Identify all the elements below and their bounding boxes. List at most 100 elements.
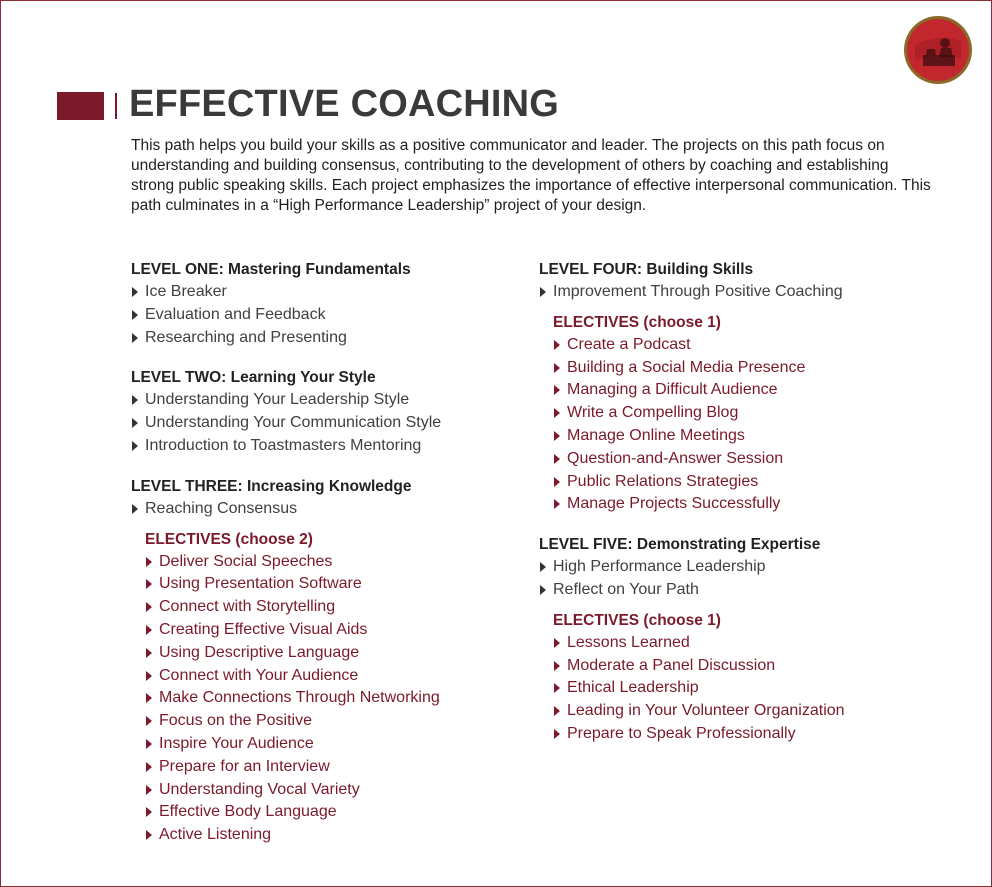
triangle-bullet-icon — [554, 637, 560, 648]
list-item: Reaching Consensus — [131, 498, 521, 521]
list-item-label: Public Relations Strategies — [567, 472, 759, 490]
list-item: Make Connections Through Networking — [145, 687, 521, 710]
list-item-label: Understanding Vocal Variety — [159, 780, 360, 798]
list-item: Researching and Presenting — [131, 327, 521, 350]
list-item-label: Manage Projects Successfully — [567, 495, 781, 513]
list-item-label: Moderate a Panel Discussion — [567, 656, 776, 674]
triangle-bullet-icon — [146, 579, 152, 590]
triangle-bullet-icon — [146, 830, 152, 841]
list-item-label: Connect with Your Audience — [159, 666, 359, 684]
list-item-label: Researching and Presenting — [145, 328, 347, 346]
list-item-label: Connect with Storytelling — [159, 598, 336, 616]
list-item: Manage Online Meetings — [553, 425, 959, 448]
triangle-bullet-icon — [554, 476, 560, 487]
triangle-bullet-icon — [146, 761, 152, 772]
list-item: Prepare for an Interview — [145, 756, 521, 779]
triangle-bullet-icon — [132, 309, 138, 320]
triangle-bullet-icon — [132, 395, 138, 406]
list-item: Building a Social Media Presence — [553, 357, 959, 380]
list-item: Focus on the Positive — [145, 710, 521, 733]
left-column: LEVEL ONE: Mastering Fundamentals Ice Bre… — [131, 259, 521, 865]
list-item-label: High Performance Leadership — [553, 558, 766, 576]
list-item-label: Using Descriptive Language — [159, 643, 360, 661]
list-item-label: Focus on the Positive — [159, 712, 312, 730]
triangle-bullet-icon — [132, 287, 138, 297]
intro-paragraph: This path helps you build your skills as… — [131, 137, 931, 214]
list-item-label: Leading in Your Volunteer Organization — [567, 702, 845, 720]
level-heading: LEVEL FOUR: Building Skills — [539, 261, 754, 278]
triangle-bullet-icon — [554, 430, 560, 441]
list-item: Improvement Through Positive Coaching — [539, 281, 959, 304]
triangle-bullet-icon — [146, 647, 152, 658]
list-item-label: Question-and-Answer Session — [567, 449, 784, 467]
triangle-bullet-icon — [554, 499, 560, 510]
title-divider — [115, 93, 117, 119]
list-item-label: Understanding Your Leadership Style — [145, 391, 410, 409]
list-item-label: Inspire Your Audience — [159, 734, 314, 752]
triangle-bullet-icon — [146, 602, 152, 613]
list-item-label: Deliver Social Speeches — [159, 552, 333, 570]
list-item: Create a Podcast — [553, 334, 959, 357]
triangle-bullet-icon — [540, 584, 546, 595]
list-item-label: Reaching Consensus — [145, 499, 298, 517]
list-item: Using Presentation Software — [145, 573, 521, 596]
level-section: LEVEL TWO: Learning Your Style Understand… — [131, 367, 521, 457]
triangle-bullet-icon — [554, 339, 560, 350]
level-section: LEVEL THREE: Increasing Knowledge Reachin… — [131, 476, 521, 847]
list-item: Public Relations Strategies — [553, 471, 959, 494]
list-item: Write a Compelling Blog — [553, 402, 959, 425]
list-item-label: Building a Social Media Presence — [567, 358, 806, 376]
list-item-label: Effective Body Language — [159, 803, 337, 821]
title-accent-bar — [57, 92, 104, 120]
list-item: Inspire Your Audience — [145, 733, 521, 756]
list-item-label: Prepare for an Interview — [159, 757, 330, 775]
triangle-bullet-icon — [132, 332, 138, 343]
list-item: Evaluation and Feedback — [131, 304, 521, 327]
list-item-label: Ethical Leadership — [567, 679, 699, 697]
level-heading: LEVEL FIVE: Demonstrating Expertise — [539, 536, 821, 554]
list-item: High Performance Leadership — [539, 556, 959, 579]
page-title: EFFECTIVE COACHING — [129, 83, 560, 125]
triangle-bullet-icon — [540, 287, 546, 297]
triangle-bullet-icon — [146, 807, 152, 818]
list-item: Active Listening — [145, 824, 521, 847]
list-item: Connect with Storytelling — [145, 596, 521, 619]
list-item-label: Understanding Your Communication Style — [145, 414, 442, 432]
triangle-bullet-icon — [540, 562, 546, 573]
electives-group: ELECTIVES (choose 1) Lessons Learned Moder… — [539, 609, 959, 746]
list-item: Managing a Difficult Audience — [553, 379, 959, 402]
list-item-label: Creating Effective Visual Aids — [159, 620, 368, 638]
triangle-bullet-icon — [554, 706, 560, 717]
triangle-bullet-icon — [146, 670, 152, 681]
right-column: LEVEL FOUR: Building Skills Improvement T… — [539, 259, 959, 764]
triangle-bullet-icon — [146, 716, 152, 727]
triangle-bullet-icon — [554, 453, 560, 464]
list-item: Question-and-Answer Session — [553, 448, 959, 471]
list-item-label: Prepare to Speak Professionally — [567, 724, 796, 742]
electives-heading: ELECTIVES (choose 1) — [553, 313, 721, 331]
list-item-label: Introduction to Toastmasters Mentoring — [145, 436, 422, 454]
triangle-bullet-icon — [554, 660, 560, 671]
level-heading: LEVEL TWO: Learning Your Style — [131, 369, 376, 387]
list-item-label: Managing a Difficult Audience — [567, 381, 778, 399]
level-section: LEVEL ONE: Mastering Fundamentals Ice Bre… — [131, 259, 521, 349]
list-item-label: Manage Online Meetings — [567, 426, 745, 444]
list-item: Introduction to Toastmasters Mentoring — [131, 435, 521, 458]
triangle-bullet-icon — [554, 683, 560, 694]
electives-group: ELECTIVES (choose 2) Deliver Social Speec… — [131, 528, 521, 847]
list-item: Connect with Your Audience — [145, 665, 521, 688]
electives-heading: ELECTIVES (choose 2) — [145, 530, 313, 548]
list-item: Effective Body Language — [145, 801, 521, 824]
triangle-bullet-icon — [554, 728, 560, 739]
toastmasters-podium-emblem-icon — [904, 16, 972, 84]
triangle-bullet-icon — [146, 738, 152, 749]
triangle-bullet-icon — [146, 784, 152, 795]
list-item: Creating Effective Visual Aids — [145, 619, 521, 642]
list-item: Leading in Your Volunteer Organization — [553, 700, 959, 723]
list-item: Understanding Your Communication Style — [131, 412, 521, 435]
list-item: Manage Projects Successfully — [553, 493, 959, 516]
list-item-label: Ice Breaker — [145, 283, 227, 300]
triangle-bullet-icon — [554, 362, 560, 373]
list-item-label: Create a Podcast — [567, 335, 691, 353]
